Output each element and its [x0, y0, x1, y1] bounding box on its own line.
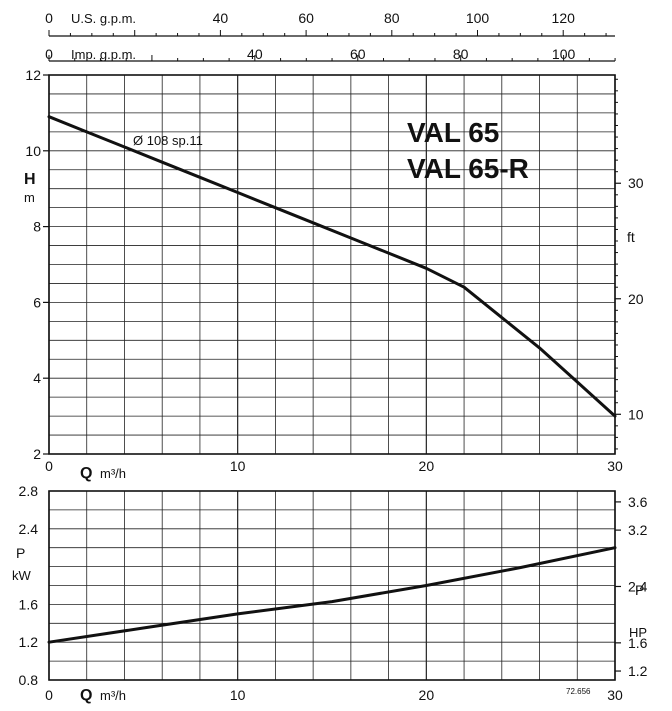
curve-label: Ø 108 sp.11 [133, 133, 203, 148]
power-xtick-label: 10 [230, 687, 246, 703]
top-flow-axes: 0 40 60 80 100 120 U.S. g.p.m. 0 40 60 80 100 Imp. g… [45, 10, 616, 62]
us-gpm-tick-label: 40 [213, 10, 229, 26]
power-y2tick-label: 3.2 [628, 522, 648, 538]
y-axis-unit-kw: kW [12, 568, 32, 583]
power-curve-panel: 0.81.21.62.42.81.21.62.43.23.60 10 20 30 P … [12, 483, 648, 704]
power-grid [48, 490, 616, 681]
head-series [47, 115, 617, 418]
head-grid [48, 74, 616, 455]
chart-title: VAL 65 [407, 117, 499, 148]
head-ytick-label: 10 [25, 143, 41, 159]
power-ytick-label: 2.4 [19, 521, 39, 537]
head-y2tick-label: 30 [628, 175, 644, 191]
head-ytick-label: 6 [33, 294, 41, 310]
us-gpm-tick-label: 100 [466, 10, 490, 26]
us-gpm-tick-label: 80 [384, 10, 400, 26]
us-gpm-axis-label: U.S. g.p.m. [71, 11, 136, 26]
y2-axis-unit-hp: HP [629, 625, 647, 640]
power-y2tick-label: 3.6 [628, 494, 648, 510]
head-ytick-label: 12 [25, 67, 41, 83]
power-y2tick-label: 1.2 [628, 663, 648, 679]
power-tick-labels: 0.8 1.2 1.6 2.4 2.8 1.2 1.6 2.4 3.2 3.6 0 10 20 30 [19, 483, 648, 703]
head-tick-labels: 2 4 6 8 10 12 10 20 30 0 10 20 30 [25, 67, 643, 474]
y-axis-label-h: H [24, 171, 36, 188]
us-gpm-tick-label: 0 [45, 10, 53, 26]
y-axis-unit-m: m [24, 190, 35, 205]
imp-gpm-tick-label: 0 [45, 46, 53, 62]
x-axis-unit: m³/h [100, 466, 126, 481]
head-ytick-label: 4 [33, 370, 41, 386]
imp-gpm-tick-label: 40 [247, 46, 263, 62]
head-xtick-label: 10 [230, 458, 246, 474]
power-xtick-label: 0 [45, 687, 53, 703]
power-grid-frame [48, 490, 616, 681]
power-series [47, 546, 617, 644]
y2-axis-label-p: P [635, 582, 644, 598]
head-xtick-label: 20 [419, 458, 435, 474]
power-ytick-label: 2.8 [19, 483, 39, 499]
power-y2tick-label: 1.6 [628, 635, 648, 651]
power-curve-line [47, 546, 617, 644]
x-axis-unit-bottom: m³/h [100, 688, 126, 703]
figure-code: 72.656 [566, 687, 591, 696]
head-curve-line [47, 115, 617, 418]
head-y2tick-label: 10 [628, 406, 644, 422]
us-gpm-tick-label: 120 [552, 10, 576, 26]
power-y2tick-label: 2.4 [628, 578, 648, 594]
head-ytick-label: 8 [33, 219, 41, 235]
power-xtick-label: 20 [419, 687, 435, 703]
power-xtick-label: 30 [607, 687, 623, 703]
x-axis-label-q-bottom: Q [80, 687, 92, 704]
power-ytick-label: 0.8 [19, 672, 39, 688]
imp-gpm-tick-label: 60 [350, 46, 366, 62]
imp-gpm-axis-label: Imp. g.p.m. [71, 47, 136, 62]
head-y2tick-label: 20 [628, 291, 644, 307]
y-axis-label-p: P [16, 545, 25, 561]
y2-axis-label-ft: ft [627, 229, 635, 245]
imp-gpm-tick-label: 100 [552, 46, 576, 62]
us-gpm-tick-label: 60 [298, 10, 314, 26]
imp-gpm-tick-label: 80 [453, 46, 469, 62]
head-ytick-label: 2 [33, 446, 41, 462]
head-xtick-label: 30 [607, 458, 623, 474]
power-ytick-label: 1.2 [19, 634, 39, 650]
power-ytick-label: 1.6 [19, 596, 39, 612]
head-xtick-label: 0 [45, 458, 53, 474]
x-axis-label-q: Q [80, 465, 92, 482]
head-curve-panel: 2 4 6 8 10 12 10 20 30 0 10 20 30 VAL 65 VAL 65-R Ø … [24, 67, 644, 482]
chart-subtitle: VAL 65-R [407, 153, 529, 184]
